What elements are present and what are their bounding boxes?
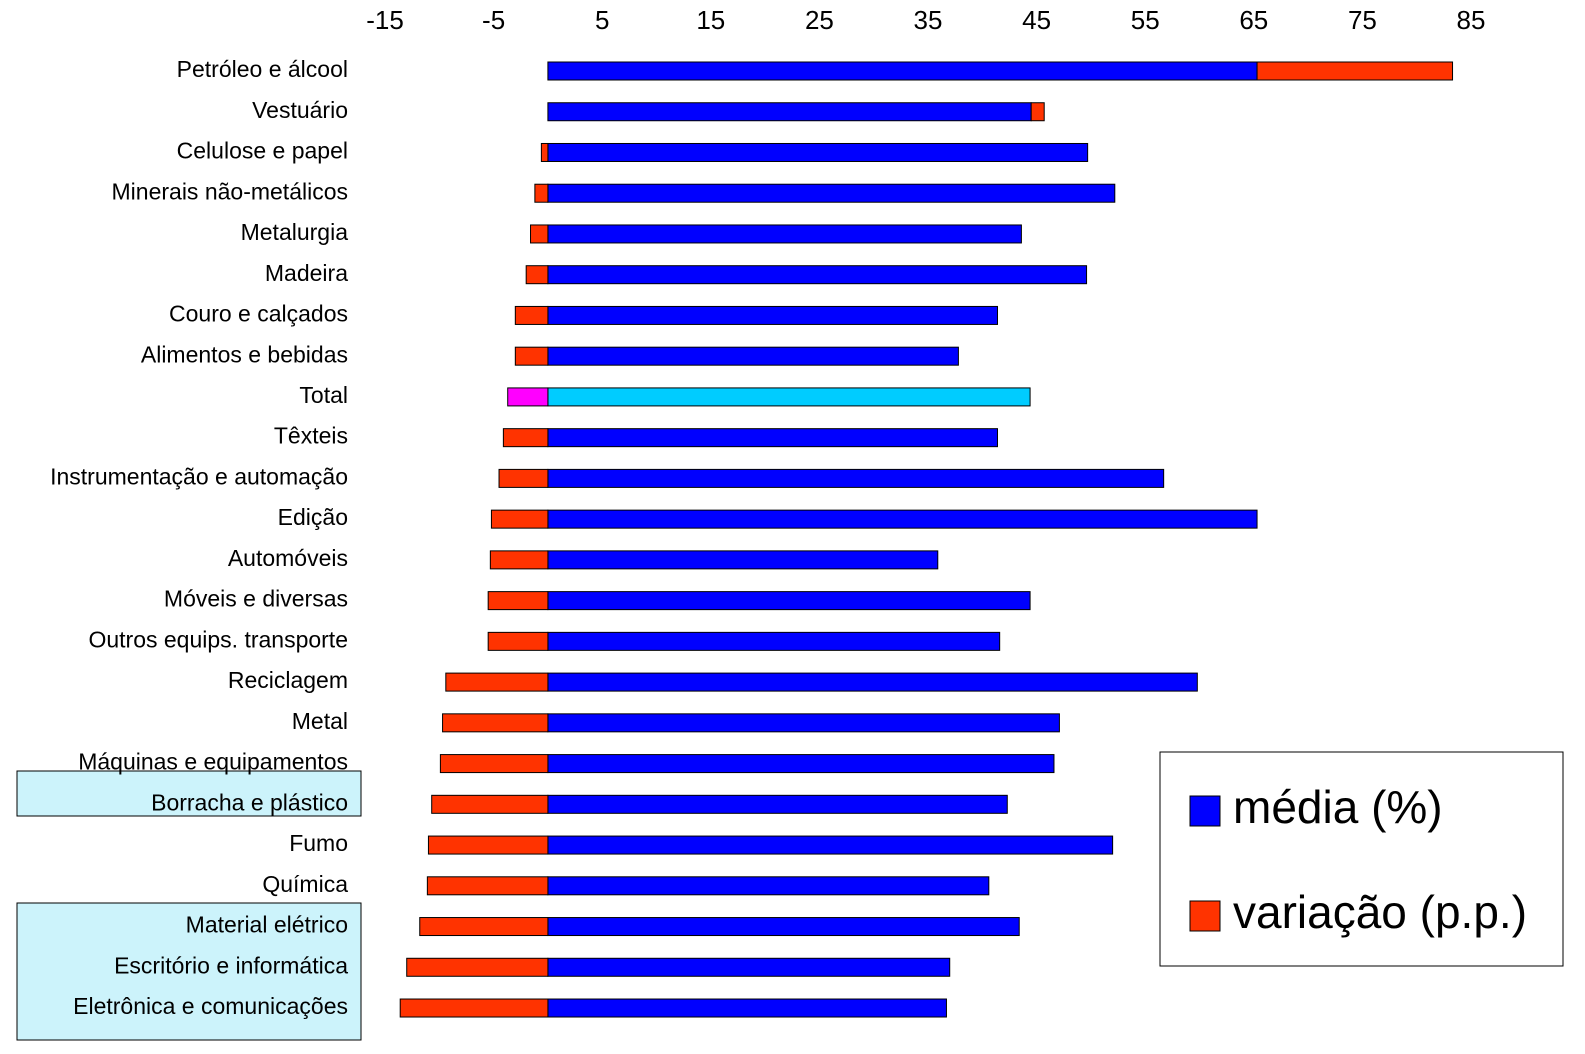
bar <box>547 305 999 325</box>
y-tick-label: Edição <box>278 504 348 530</box>
y-tick-label: Escritório e informática <box>114 952 348 978</box>
bar <box>490 509 549 529</box>
y-tick-label: Couro e calçados <box>169 301 348 327</box>
bar <box>489 550 549 570</box>
legend-label: média (%) <box>1233 781 1443 833</box>
x-tick-label: 65 <box>1239 5 1268 35</box>
y-tick-label: Móveis e diversas <box>164 586 348 612</box>
bar <box>547 102 1032 122</box>
bar <box>547 631 1001 651</box>
y-tick-label: Reciclagem <box>228 667 348 693</box>
bar <box>399 998 549 1018</box>
bar <box>487 591 549 611</box>
x-tick-label: 75 <box>1348 5 1377 35</box>
y-tick-label: Borracha e plástico <box>151 789 348 815</box>
y-tick-label: Total <box>299 382 348 408</box>
bar <box>431 794 549 814</box>
bar <box>498 468 549 488</box>
x-tick-label: 85 <box>1457 5 1486 35</box>
x-tick-label: -5 <box>482 5 505 35</box>
bar <box>547 713 1060 733</box>
x-tick-label: 15 <box>696 5 725 35</box>
legend-swatch <box>1189 900 1221 932</box>
y-tick-label: Alimentos e bebidas <box>141 341 348 367</box>
x-tick-label: 55 <box>1131 5 1160 35</box>
y-tick-label: Metal <box>292 708 348 734</box>
y-tick-label: Material elétrico <box>186 912 348 938</box>
y-tick-label: Eletrônica e comunicações <box>73 993 348 1019</box>
bar <box>547 794 1008 814</box>
x-tick-label: -15 <box>366 5 404 35</box>
bar <box>547 428 999 448</box>
y-tick-label: Máquinas e equipamentos <box>78 749 348 775</box>
bar <box>547 509 1258 529</box>
y-tick-label: Outros equips. transporte <box>88 626 348 652</box>
x-tick-label: 5 <box>595 5 609 35</box>
bar <box>530 224 549 244</box>
x-tick-label: 35 <box>914 5 943 35</box>
y-tick-label: Celulose e papel <box>177 138 348 164</box>
bar <box>445 672 549 692</box>
y-tick-label: Madeira <box>265 260 348 286</box>
bar <box>547 835 1114 855</box>
label-highlight-box <box>16 902 362 1041</box>
bar <box>547 672 1198 692</box>
bar <box>547 998 947 1018</box>
bar <box>547 142 1089 162</box>
bar <box>547 265 1088 285</box>
legend-label: variação (p.p.) <box>1233 886 1527 938</box>
bar <box>547 550 939 570</box>
bar <box>442 713 549 733</box>
bar <box>419 917 549 937</box>
legend <box>1159 751 1564 967</box>
bar <box>547 61 1258 81</box>
y-tick-label: Têxteis <box>274 423 348 449</box>
bar <box>1256 61 1454 81</box>
y-tick-label: Metalurgia <box>241 219 349 245</box>
bar <box>547 468 1165 488</box>
legend-swatch <box>1189 795 1221 827</box>
label-highlight-box <box>16 770 362 817</box>
bar <box>406 957 549 977</box>
bar <box>507 387 549 407</box>
bar <box>547 224 1022 244</box>
bar <box>514 305 549 325</box>
bar <box>487 631 549 651</box>
y-tick-label: Minerais não-metálicos <box>112 178 348 204</box>
bar <box>547 957 951 977</box>
bar <box>1030 102 1045 122</box>
bar <box>547 346 959 366</box>
bar <box>502 428 549 448</box>
y-tick-label: Petróleo e álcool <box>177 56 348 82</box>
bar <box>547 917 1020 937</box>
bar <box>534 183 549 203</box>
bar <box>525 265 549 285</box>
y-tick-label: Instrumentação e automação <box>50 463 348 489</box>
bar <box>427 835 549 855</box>
bar <box>439 754 549 774</box>
y-tick-label: Fumo <box>289 830 348 856</box>
y-tick-label: Química <box>262 871 348 897</box>
bar <box>426 876 549 896</box>
y-tick-label: Vestuário <box>252 97 348 123</box>
bar <box>547 754 1055 774</box>
y-tick-label: Automóveis <box>228 545 348 571</box>
bar <box>547 591 1031 611</box>
bar <box>540 142 549 162</box>
bar <box>547 876 990 896</box>
bar <box>547 387 1031 407</box>
bar <box>514 346 549 366</box>
x-tick-label: 45 <box>1022 5 1051 35</box>
x-tick-label: 25 <box>805 5 834 35</box>
bar <box>547 183 1116 203</box>
